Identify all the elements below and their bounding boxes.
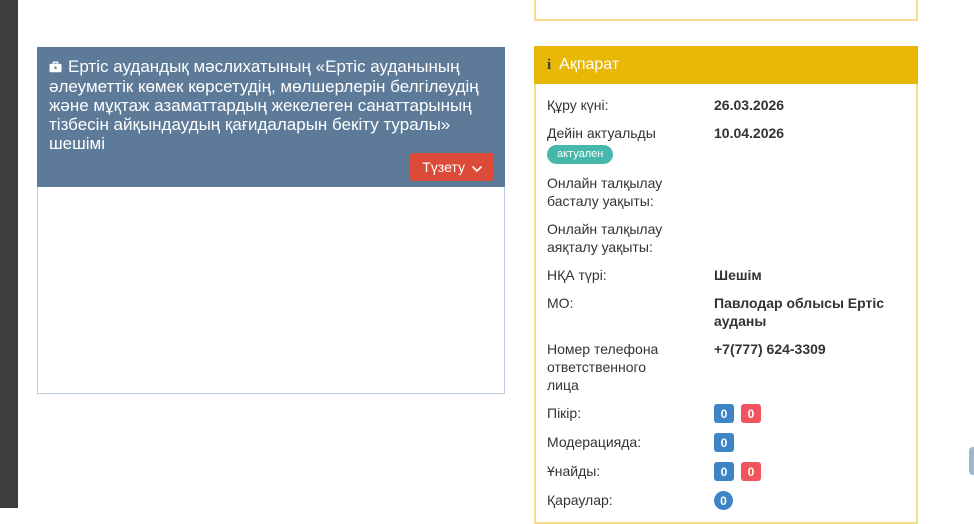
info-row: Қараулар: 0 — [547, 491, 904, 510]
info-row-label-text: Пікір: — [547, 405, 582, 421]
document-card-header: Ертіс аудандық мәслихатының «Ертіс аудан… — [37, 47, 505, 187]
top-partial-box — [534, 0, 918, 21]
info-row: НҚА түрі: Шешім — [547, 266, 904, 284]
info-row-badges: 0 — [714, 433, 904, 452]
info-row-value — [714, 220, 904, 256]
info-row-label: Онлайн талқылау басталу уақыты: — [547, 174, 675, 210]
info-row-label-text: Онлайн талқылау басталу уақыты: — [547, 175, 663, 209]
info-row-label: Дейін актуальды актуален — [547, 124, 675, 164]
info-panel: i Ақпарат Құру күні: 26.03.2026 Дейін ак… — [534, 46, 918, 524]
info-row-label-text: Номер телефона ответственного лица — [547, 341, 659, 393]
document-card-body — [37, 187, 505, 394]
info-row-label-text: Модерацияда: — [547, 434, 642, 450]
edit-button[interactable]: Түзету — [410, 153, 494, 181]
info-row-label: Номер телефона ответственного лица — [547, 340, 675, 394]
info-row: Құру күні: 26.03.2026 — [547, 96, 904, 114]
info-row-value: 26.03.2026 — [714, 97, 785, 113]
document-title: Ертіс аудандық мәслихатының «Ертіс аудан… — [49, 57, 493, 153]
right-column: i Ақпарат Құру күні: 26.03.2026 Дейін ак… — [534, 0, 918, 524]
info-row-label: Құру күні: — [547, 96, 675, 114]
info-panel-body: Құру күні: 26.03.2026 Дейін актуальды акт… — [534, 84, 918, 524]
info-row-label: Модерацияда: — [547, 433, 675, 452]
info-row-value: 10.04.2026 — [714, 125, 785, 141]
info-row-label: Ұнайды: — [547, 462, 675, 481]
info-row-label-text: Дейін актуальды — [547, 125, 656, 141]
count-badge-blue[interactable]: 0 — [714, 491, 733, 510]
info-row-label: Онлайн талқылау аяқталу уақыты: — [547, 220, 675, 256]
info-row: Номер телефона ответственного лица +7(77… — [547, 340, 904, 394]
briefcase-icon — [49, 58, 62, 77]
document-card: Ертіс аудандық мәслихатының «Ертіс аудан… — [37, 47, 505, 394]
count-badge-red[interactable]: 0 — [741, 404, 761, 423]
edit-button-label: Түзету — [422, 159, 465, 175]
info-row: Дейін актуальды актуален 10.04.2026 — [547, 124, 904, 164]
document-title-text: Ертіс аудандық мәслихатының «Ертіс аудан… — [49, 57, 479, 153]
info-row: МО: Павлодар облысы Ертіс ауданы — [547, 294, 904, 330]
info-row-value: Павлодар облысы Ертіс ауданы — [714, 295, 885, 329]
left-dark-rail — [0, 0, 18, 508]
info-row: Модерацияда: 0 — [547, 433, 904, 452]
info-row-badges: 0 — [714, 491, 904, 510]
count-badge-red[interactable]: 0 — [741, 462, 761, 481]
info-row-label-text: НҚА түрі: — [547, 267, 607, 283]
info-row-label: НҚА түрі: — [547, 266, 675, 284]
info-panel-title: Ақпарат — [559, 56, 620, 73]
info-row: Онлайн талқылау аяқталу уақыты: — [547, 220, 904, 256]
count-badge-blue[interactable]: 0 — [714, 404, 734, 423]
info-row-label: Қараулар: — [547, 491, 675, 510]
info-row-label-text: МО: — [547, 295, 574, 311]
count-badge-blue[interactable]: 0 — [714, 433, 734, 452]
info-row-label-text: Онлайн талқылау аяқталу уақыты: — [547, 221, 663, 255]
scrollbar-thumb[interactable] — [969, 447, 974, 475]
info-row-label-text: Құру күні: — [547, 97, 609, 113]
info-row-value: Шешім — [714, 267, 762, 283]
info-row-label: Пікір: — [547, 404, 675, 423]
count-badge-blue[interactable]: 0 — [714, 462, 734, 481]
info-panel-header: i Ақпарат — [534, 46, 918, 84]
chevron-down-icon — [472, 159, 482, 175]
status-badge: актуален — [547, 145, 614, 164]
info-row-label-text: Қараулар: — [547, 492, 613, 508]
info-row-label-text: Ұнайды: — [547, 463, 601, 479]
info-row-value — [714, 174, 904, 210]
info-row-label: МО: — [547, 294, 675, 330]
info-icon: i — [547, 56, 552, 73]
info-row-value: +7(777) 624-3309 — [714, 341, 826, 357]
info-row: Онлайн талқылау басталу уақыты: — [547, 174, 904, 210]
